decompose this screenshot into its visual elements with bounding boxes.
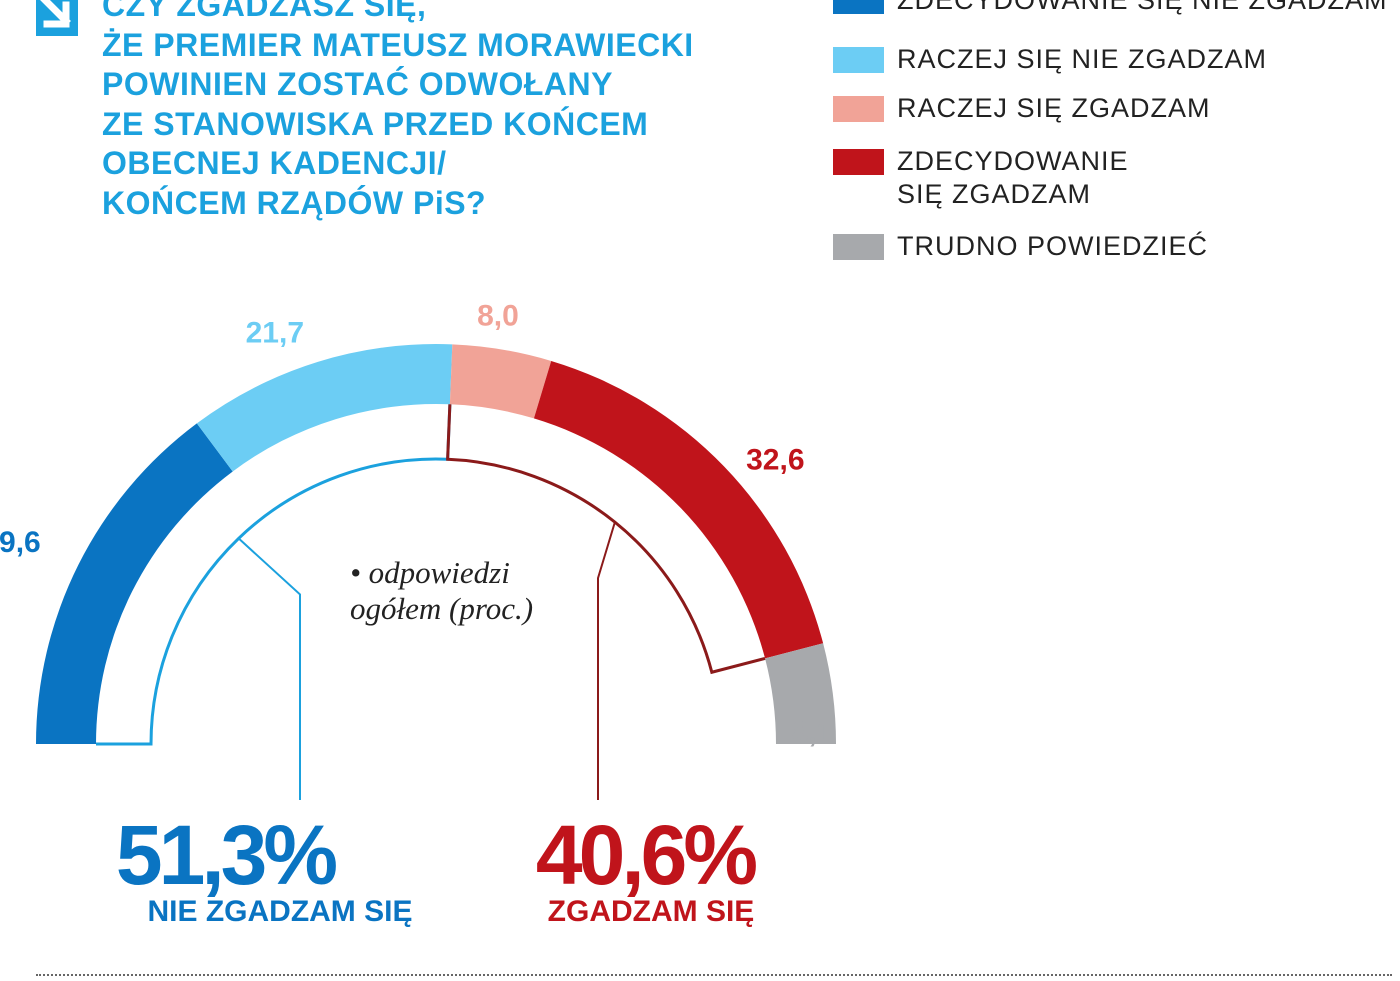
title-line: ZE STANOWISKA PRZED KOŃCEM bbox=[102, 105, 649, 142]
legend-label: ZDECYDOWANIE SIĘ ZGADZAM bbox=[897, 146, 1129, 209]
gauge-slice bbox=[765, 643, 836, 744]
legend-swatch bbox=[833, 234, 884, 260]
group-leader-line bbox=[237, 537, 301, 800]
legend-item: RACZEJ SIĘ NIE ZGADZAM bbox=[833, 44, 1267, 76]
legend-label: RACZEJ SIĘ NIE ZGADZAM bbox=[897, 44, 1268, 74]
group-leader-line bbox=[597, 521, 616, 800]
legend-item: ZDECYDOWANIE SIĘ ZGADZAM bbox=[833, 146, 1129, 211]
legend-swatch bbox=[833, 149, 884, 175]
chart-title: CZY ZGADZASZ SIĘ, ŻE PREMIER MATEUSZ MOR… bbox=[102, 0, 802, 223]
title-line: OBECNEJ KADENCJI/ bbox=[102, 145, 447, 181]
legend-swatch bbox=[833, 0, 884, 14]
gauge-slice bbox=[36, 423, 233, 744]
arrow-down-right-icon bbox=[36, 0, 78, 36]
title-line: KOŃCEM RZĄDÓW PiS? bbox=[102, 184, 487, 221]
legend-item: ZDECYDOWANIE SIĘ NIE ZGADZAM bbox=[833, 0, 1388, 17]
title-line: POWINIEN ZOSTAĆ ODWOŁANY bbox=[102, 66, 613, 102]
gauge-slice bbox=[449, 344, 552, 419]
slice-value-label: 21,7 bbox=[246, 316, 304, 349]
slice-value-label: 8,0 bbox=[477, 300, 519, 333]
dotted-divider bbox=[36, 974, 1392, 976]
legend-label: ZDECYDOWANIE SIĘ NIE ZGADZAM bbox=[897, 0, 1388, 15]
group-label: NIE ZGADZAM SIĘ bbox=[147, 895, 412, 928]
legend-swatch bbox=[833, 96, 884, 122]
gauge-slice bbox=[533, 360, 824, 659]
chart-note: • odpowiedzi bbox=[350, 555, 510, 590]
chart-note: ogółem (proc.) bbox=[350, 591, 533, 626]
group-percent: 51,3% bbox=[116, 808, 336, 902]
legend-item: RACZEJ SIĘ ZGADZAM bbox=[833, 93, 1211, 125]
slice-value-label: 29,6 bbox=[0, 526, 41, 559]
legend-label: RACZEJ SIĘ ZGADZAM bbox=[897, 93, 1211, 123]
legend-label: TRUDNO POWIEDZIEĆ bbox=[897, 231, 1208, 261]
legend-item: TRUDNO POWIEDZIEĆ bbox=[833, 231, 1208, 263]
gauge-slice bbox=[196, 344, 453, 472]
title-line: ŻE PREMIER MATEUSZ MORAWIECKI bbox=[102, 26, 694, 63]
legend-swatch bbox=[833, 47, 884, 73]
slice-value-label: 8,1 bbox=[792, 716, 834, 749]
group-percent: 40,6% bbox=[536, 808, 756, 902]
slice-value-label: 32,6 bbox=[746, 444, 804, 477]
title-line: CZY ZGADZASZ SIĘ, bbox=[102, 0, 427, 23]
group-label: ZGADZAM SIĘ bbox=[548, 895, 755, 928]
